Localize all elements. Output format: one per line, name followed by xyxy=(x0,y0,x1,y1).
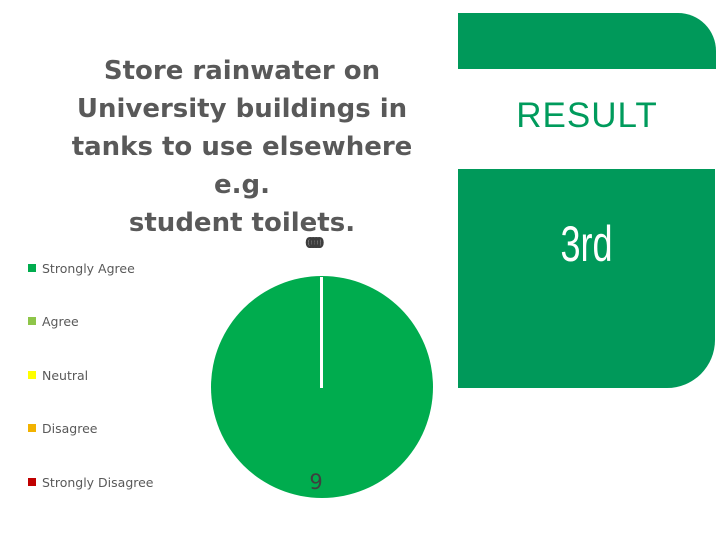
rank-block: 3rd xyxy=(458,169,715,388)
pie-zero-data-labels: 0 0 0 0 xyxy=(305,234,331,256)
title-line-4: student toilets. xyxy=(128,208,356,238)
title-line-3: tanks to use elsewhere e.g. xyxy=(71,132,413,200)
legend-item-strongly-disagree: Strongly Disagree xyxy=(28,474,154,490)
legend-swatch-strongly-disagree-icon xyxy=(28,478,36,486)
zero-label: 0 xyxy=(308,234,319,252)
rank-text: 3rd xyxy=(560,216,613,272)
zero-label: 0 xyxy=(305,234,316,252)
zero-label: 0 xyxy=(314,234,325,252)
legend-item-agree: Agree xyxy=(28,313,79,329)
result-heading: RESULT xyxy=(516,96,658,135)
slide-title: Store rainwater on University buildings … xyxy=(52,52,432,242)
title-line-2: University buildings in xyxy=(76,94,408,124)
legend-label: Disagree xyxy=(42,420,98,436)
title-line-1: Store rainwater on xyxy=(103,56,381,86)
legend-swatch-strongly-agree-icon xyxy=(28,264,36,272)
legend-item-strongly-agree: Strongly Agree xyxy=(28,260,135,276)
legend-label: Agree xyxy=(42,313,79,329)
legend-swatch-neutral-icon xyxy=(28,371,36,379)
legend-label: Strongly Agree xyxy=(42,260,135,276)
legend-swatch-agree-icon xyxy=(28,317,36,325)
pie-slice-boundary xyxy=(320,277,323,388)
legend-item-neutral: Neutral xyxy=(28,367,88,383)
legend-label: Strongly Disagree xyxy=(42,474,154,490)
pie-value-label: 9 xyxy=(309,470,323,494)
result-panel-top-bar xyxy=(458,13,716,69)
legend-swatch-disagree-icon xyxy=(28,424,36,432)
legend-label: Neutral xyxy=(42,367,89,383)
zero-label: 0 xyxy=(311,234,322,252)
legend-item-disagree: Disagree xyxy=(28,420,97,436)
